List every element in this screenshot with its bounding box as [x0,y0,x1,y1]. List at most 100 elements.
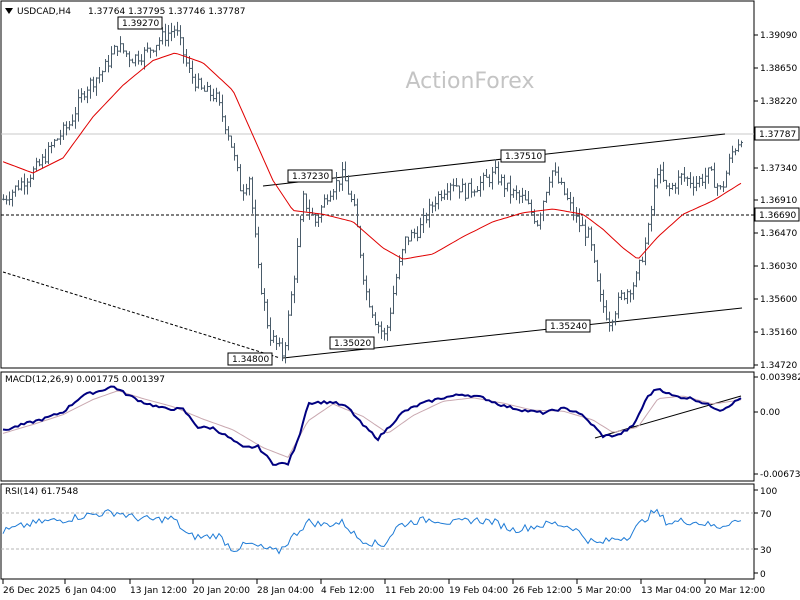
price-bar [14,185,17,197]
price-bar [326,194,329,205]
price-bar [536,220,539,227]
price-bar [41,154,44,169]
price-bar [656,168,659,189]
price-bar [230,135,233,148]
price-bar [476,186,479,193]
price-bar [341,162,344,191]
svg-text:1.37510: 1.37510 [505,152,542,162]
price-bar [512,188,515,198]
price-bar [368,288,371,308]
price-bar [128,51,131,68]
price-bar [332,189,335,201]
svg-text:1.34800: 1.34800 [232,355,269,365]
price-bar [479,176,482,197]
annotation-label: 1.35020 [329,336,375,350]
rsi-axis-ticks: 100 70 30 0 [754,487,777,580]
price-bar [203,85,206,92]
price-bar [563,181,566,196]
price-bar [236,154,239,172]
price-bar [242,184,245,201]
price-bar [125,50,128,58]
price-bar [95,77,98,96]
current-price-badge: 1.37787 [754,126,800,141]
price-bar [176,21,179,36]
price-bar [167,24,170,47]
price-bar [362,252,365,285]
price-bar [257,226,260,269]
annotation-label: 1.39270 [117,16,163,30]
price-bar [221,94,224,122]
tick-label: 1.38220 [760,97,797,107]
price-bar [98,66,101,84]
x-tick-label: 11 Feb 20:00 [385,586,444,596]
price-bar [695,175,698,192]
tick-label: 1.36910 [760,196,797,206]
price-bar [557,166,560,184]
price-bar [506,182,509,192]
price-bar [194,73,197,92]
tick-label: 1.36030 [760,262,797,272]
price-bar [104,58,107,73]
price-bar [200,77,203,90]
price-bar [602,289,605,313]
price-bar [425,212,428,224]
price-bar [275,335,278,350]
price-bar [632,282,635,300]
price-bar [410,229,413,242]
price-bar [428,198,431,228]
dropdown-triangle-icon[interactable] [5,8,13,14]
price-bar [587,226,590,238]
price-bar [83,90,86,101]
annotation-label: 1.37230 [287,169,333,183]
price-bar [161,27,164,45]
price-bar [2,194,5,201]
annotation-label: 1.34800 [227,352,273,366]
x-tick-label: 26 Feb 12:00 [513,586,572,596]
price-bar [8,191,11,206]
price-bar [455,178,458,187]
price-bar [179,25,182,46]
price-bar [152,49,155,53]
tick-label: 1.35160 [760,328,797,338]
price-bar [212,88,215,102]
macd-signal-line [2,390,742,459]
price-bar [647,222,650,245]
price-bar [227,126,230,141]
price-bar [443,189,446,200]
price-bar [422,208,425,234]
price-bar [572,196,575,221]
price-bar [347,175,350,195]
x-tick-label: 26 Dec 2025 [3,586,61,596]
price-bar [308,199,311,220]
price-bar [302,190,305,222]
price-bar [377,321,380,334]
tick-label: 1.38650 [760,64,797,74]
price-bar [617,292,620,319]
price-bar [86,86,89,104]
price-bar [173,25,176,38]
price-bar [713,162,716,188]
price-bar [380,321,383,340]
x-tick-label: 19 Feb 04:00 [449,586,508,596]
price-bar [545,191,548,203]
price-bar [446,183,449,200]
x-tick-label: 6 Jan 04:00 [65,586,117,596]
price-bar [185,49,188,67]
rsi-panel-frame [0,483,755,580]
price-bar [503,174,506,198]
price-bar [383,327,386,341]
price-bar [224,115,227,135]
price-bar [338,180,341,192]
x-tick-label: 4 Feb 12:00 [321,586,375,596]
svg-text:1.36690: 1.36690 [759,211,796,221]
price-bar [323,194,326,208]
price-axis-ticks: 1.39090 1.38650 1.38220 1.37340 1.36910 … [754,31,797,371]
price-bar [215,87,218,103]
price-bar [623,292,626,301]
price-bar [683,166,686,182]
price-bar [311,207,314,216]
price-bar [29,174,32,188]
price-bar [284,342,287,364]
svg-text:1.35240: 1.35240 [550,322,587,332]
